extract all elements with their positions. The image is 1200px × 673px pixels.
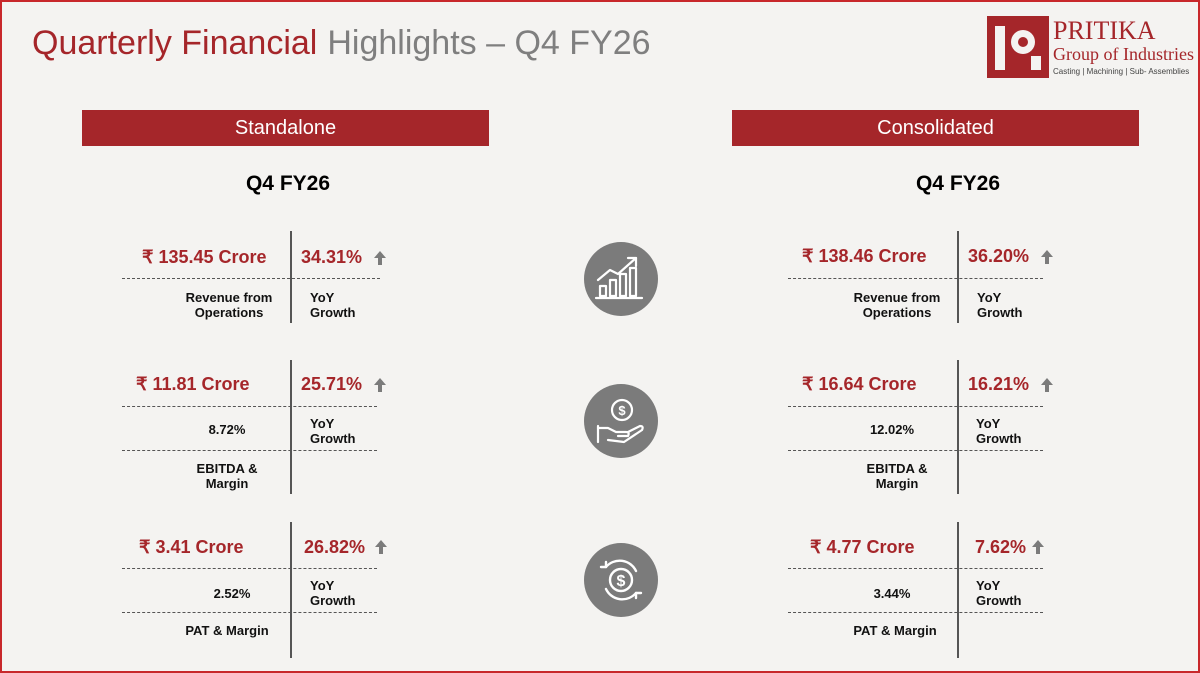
standalone-ebitda-margin: 8.72% (208, 422, 246, 437)
consolidated-revenue-growth: 36.20% (968, 246, 1030, 266)
up-arrow-icon (1041, 378, 1053, 392)
dashed-separator (788, 568, 1043, 569)
dashed-separator (122, 568, 377, 569)
money-hand-icon: $ (584, 384, 658, 458)
dashed-separator (122, 278, 380, 279)
label-line: YoY (310, 290, 335, 305)
standalone-period: Q4 FY26 (245, 172, 331, 195)
logo-tagline: Casting | Machining | Sub- Assemblies (1053, 67, 1190, 76)
standalone-banner: Standalone (82, 110, 489, 146)
label-line: Margin (205, 476, 249, 491)
label-line: Growth (310, 305, 356, 320)
standalone-pat-value: ₹ 3.41 Crore (139, 537, 244, 557)
up-arrow-icon (374, 251, 386, 265)
standalone-ebitda-label: EBITDA & Margin (182, 461, 272, 491)
label-line: Revenue from (853, 290, 941, 305)
consolidated-pat-margin: 3.44% (873, 586, 911, 601)
page-title: Quarterly Financial Highlights – Q4 FY26 (32, 24, 651, 63)
consolidated-ebitda-growth: 16.21% (968, 374, 1030, 394)
label-line: Growth (976, 593, 1022, 608)
dashed-separator (788, 612, 1043, 613)
dashed-separator (122, 612, 377, 613)
dashed-separator (122, 450, 377, 451)
svg-text:$: $ (617, 573, 626, 590)
consolidated-pat-value: ₹ 4.77 Crore (810, 537, 915, 557)
divider-line (957, 231, 959, 323)
consolidated-revenue-label: Revenue from Operations (832, 290, 962, 320)
dashed-separator (788, 406, 1043, 407)
consolidated-ebitda-label: EBITDA & Margin (852, 461, 942, 491)
standalone-pat-margin: 2.52% (213, 586, 251, 601)
up-arrow-icon (375, 540, 387, 554)
divider-line (290, 522, 292, 658)
standalone-revenue-value: ₹ 135.45 Crore (142, 247, 267, 267)
consolidated-period: Q4 FY26 (915, 172, 1001, 195)
label-line: YoY (976, 416, 1001, 431)
up-arrow-icon (1041, 250, 1053, 264)
company-logo: PRITIKA Group of Industries Casting | Ma… (987, 16, 1198, 78)
label-line: EBITDA & (196, 461, 258, 476)
label-line: YoY (310, 578, 335, 593)
svg-text:$: $ (618, 403, 626, 418)
dashed-separator (788, 450, 1043, 451)
up-arrow-icon (1032, 540, 1044, 554)
label-line: Operations (194, 305, 264, 320)
logo-subtitle: Group of Industries (1053, 44, 1194, 64)
consolidated-ebitda-margin: 12.02% (869, 422, 915, 437)
up-arrow-icon (374, 378, 386, 392)
growth-chart-icon (584, 242, 658, 316)
label-line: Revenue from (185, 290, 273, 305)
consolidated-pat-growth: 7.62% (975, 537, 1027, 557)
standalone-ebitda-growth-label: YoY Growth (310, 416, 356, 446)
standalone-revenue-growth: 34.31% (301, 247, 363, 267)
logo-mark-icon (987, 16, 1049, 78)
consolidated-ebitda-growth-label: YoY Growth (976, 416, 1022, 446)
dollar-cycle-icon: $ (584, 543, 658, 617)
consolidated-pat-growth-label: YoY Growth (976, 578, 1022, 608)
standalone-pat-growth: 26.82% (304, 537, 366, 557)
title-part-1: Quarterly Financial (32, 24, 318, 62)
standalone-revenue-growth-label: YoY Growth (310, 290, 356, 320)
logo-name: PRITIKA (1053, 16, 1156, 45)
consolidated-revenue-growth-label: YoY Growth (977, 290, 1023, 320)
label-line: YoY (977, 290, 1002, 305)
dashed-separator (122, 406, 377, 407)
standalone-ebitda-growth: 25.71% (301, 374, 363, 394)
consolidated-revenue-value: ₹ 138.46 Crore (802, 246, 927, 266)
consolidated-pat-label: PAT & Margin (853, 623, 937, 638)
label-line: YoY (310, 416, 335, 431)
divider-line (957, 522, 959, 658)
divider-line (957, 360, 959, 494)
label-line: Growth (310, 593, 356, 608)
title-part-2: Highlights – Q4 FY26 (327, 24, 651, 62)
standalone-ebitda-value: ₹ 11.81 Crore (136, 374, 250, 394)
divider-line (290, 360, 292, 494)
consolidated-banner: Consolidated (732, 110, 1139, 146)
label-line: Growth (977, 305, 1023, 320)
standalone-revenue-label: Revenue from Operations (164, 290, 294, 320)
consolidated-ebitda-value: ₹ 16.64 Crore (802, 374, 917, 394)
divider-line (290, 231, 292, 323)
label-line: Growth (976, 431, 1022, 446)
standalone-pat-growth-label: YoY Growth (310, 578, 356, 608)
label-line: Margin (875, 476, 919, 491)
label-line: Growth (310, 431, 356, 446)
dashed-separator (788, 278, 1043, 279)
label-line: YoY (976, 578, 1001, 593)
standalone-pat-label: PAT & Margin (185, 623, 269, 638)
label-line: Operations (862, 305, 932, 320)
label-line: EBITDA & (866, 461, 928, 476)
